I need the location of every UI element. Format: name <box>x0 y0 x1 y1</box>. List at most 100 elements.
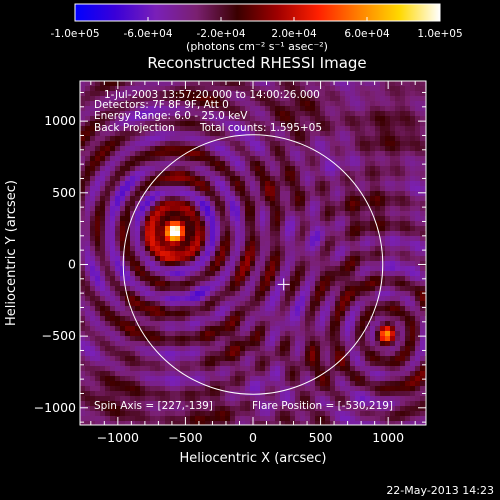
heatmap-cell <box>270 341 276 347</box>
heatmap-cell <box>300 401 306 407</box>
heatmap-cell <box>325 176 331 182</box>
heatmap-cell <box>290 301 296 307</box>
heatmap-cell <box>290 86 296 92</box>
heatmap-cell <box>300 381 306 387</box>
heatmap-cell <box>80 306 86 312</box>
heatmap-cell <box>200 246 206 252</box>
heatmap-cell <box>145 371 151 377</box>
heatmap-cell <box>300 346 306 352</box>
heatmap-cell <box>210 381 216 387</box>
heatmap-cell <box>390 266 396 272</box>
heatmap-cell <box>115 391 121 397</box>
heatmap-cell <box>295 91 301 97</box>
heatmap-cell <box>405 266 411 272</box>
heatmap-cell <box>420 421 426 425</box>
heatmap-cell <box>175 151 181 157</box>
heatmap-cell <box>175 386 181 392</box>
heatmap-cell <box>285 181 291 187</box>
heatmap-cell <box>175 331 181 337</box>
heatmap-cell <box>155 246 161 252</box>
heatmap-cell <box>335 146 341 152</box>
heatmap-cell <box>315 306 321 312</box>
heatmap-cell <box>150 311 156 317</box>
heatmap-cell <box>415 276 421 282</box>
heatmap-cell <box>300 231 306 237</box>
heatmap-cell <box>275 346 281 352</box>
heatmap-cell <box>295 126 301 132</box>
heatmap-cell <box>115 206 121 212</box>
heatmap-cell <box>155 376 161 382</box>
heatmap-cell <box>100 331 106 337</box>
heatmap-cell <box>95 396 101 402</box>
heatmap-cell <box>90 226 96 232</box>
heatmap-cell <box>400 271 406 277</box>
heatmap-cell <box>365 416 371 422</box>
heatmap-cell <box>340 106 346 112</box>
heatmap-cell <box>340 221 346 227</box>
heatmap-cell <box>355 286 361 292</box>
heatmap-cell <box>240 416 246 422</box>
heatmap-cell <box>390 161 396 167</box>
heatmap-cell <box>330 326 336 332</box>
heatmap-cell <box>270 416 276 422</box>
heatmap-cell <box>415 381 421 387</box>
heatmap-cell <box>395 191 401 197</box>
heatmap-cell <box>275 311 281 317</box>
heatmap-cell <box>335 121 341 127</box>
heatmap-cell <box>370 91 376 97</box>
heatmap-cell <box>225 251 231 257</box>
heatmap-cell <box>330 176 336 182</box>
heatmap-cell <box>310 91 316 97</box>
heatmap-cell <box>175 306 181 312</box>
heatmap-cell <box>80 341 86 347</box>
heatmap-cell <box>335 351 341 357</box>
heatmap-cell <box>180 356 186 362</box>
heatmap-cell <box>250 281 256 287</box>
heatmap-cell <box>275 111 281 117</box>
heatmap-cell <box>250 111 256 117</box>
heatmap-cell <box>165 116 171 122</box>
heatmap-cell <box>145 301 151 307</box>
heatmap-cell <box>230 291 236 297</box>
heatmap-cell <box>380 296 386 302</box>
heatmap-cell <box>175 411 181 417</box>
heatmap-cell <box>270 366 276 372</box>
heatmap-cell <box>405 96 411 102</box>
heatmap-cell <box>420 96 426 102</box>
heatmap-cell <box>325 406 331 412</box>
heatmap-cell <box>120 236 126 242</box>
heatmap-cell <box>370 201 376 207</box>
heatmap-cell <box>180 106 186 112</box>
heatmap-cell <box>150 236 156 242</box>
heatmap-cell <box>395 211 401 217</box>
heatmap-cell <box>275 176 281 182</box>
heatmap-cell <box>300 126 306 132</box>
heatmap-cell <box>100 231 106 237</box>
heatmap-cell <box>85 241 91 247</box>
heatmap-cell <box>310 101 316 107</box>
heatmap-cell <box>205 361 211 367</box>
heatmap-cell <box>165 246 171 252</box>
heatmap-cell <box>340 101 346 107</box>
heatmap-cell <box>225 306 231 312</box>
heatmap-cell <box>330 306 336 312</box>
heatmap-cell <box>260 196 266 202</box>
heatmap-cell <box>300 291 306 297</box>
heatmap-cell <box>220 256 226 262</box>
heatmap-cell <box>110 411 116 417</box>
heatmap-cell <box>205 376 211 382</box>
heatmap-cell <box>245 151 251 157</box>
heatmap-cell <box>125 176 131 182</box>
heatmap-cell <box>420 141 426 147</box>
heatmap-cell <box>250 146 256 152</box>
heatmap-cell <box>260 81 266 87</box>
heatmap-cell <box>215 166 221 172</box>
heatmap-cell <box>415 266 421 272</box>
heatmap-cell <box>385 126 391 132</box>
heatmap-cell <box>190 346 196 352</box>
heatmap-cell <box>370 326 376 332</box>
heatmap-cell <box>395 286 401 292</box>
heatmap-cell <box>190 136 196 142</box>
heatmap-cell <box>235 271 241 277</box>
heatmap-cell <box>110 416 116 422</box>
